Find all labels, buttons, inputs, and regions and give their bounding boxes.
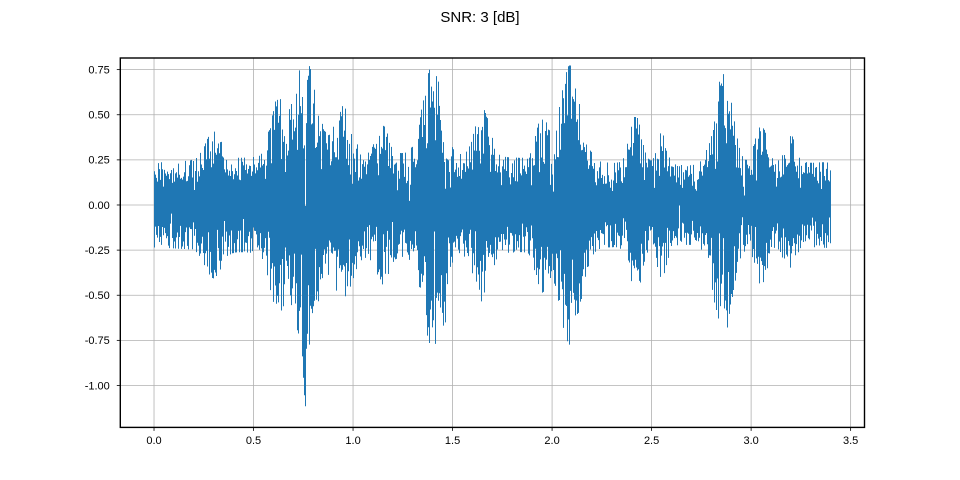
svg-text:0.75: 0.75 [88, 64, 109, 76]
svg-text:-0.75: -0.75 [85, 335, 110, 347]
svg-text:0.5: 0.5 [246, 435, 261, 447]
svg-text:1.5: 1.5 [445, 435, 460, 447]
svg-text:-1.00: -1.00 [85, 380, 110, 392]
svg-text:0.00: 0.00 [88, 200, 109, 212]
svg-text:0.25: 0.25 [88, 155, 109, 167]
svg-text:0.50: 0.50 [88, 110, 109, 122]
svg-text:-0.25: -0.25 [85, 245, 110, 257]
svg-text:3.5: 3.5 [843, 435, 858, 447]
svg-text:2.5: 2.5 [644, 435, 659, 447]
svg-text:2.0: 2.0 [544, 435, 559, 447]
svg-text:3.0: 3.0 [743, 435, 758, 447]
svg-text:0.0: 0.0 [146, 435, 161, 447]
svg-text:1.0: 1.0 [345, 435, 360, 447]
svg-text:-0.50: -0.50 [85, 290, 110, 302]
svg-text:SNR: 3 [dB]: SNR: 3 [dB] [440, 9, 519, 26]
